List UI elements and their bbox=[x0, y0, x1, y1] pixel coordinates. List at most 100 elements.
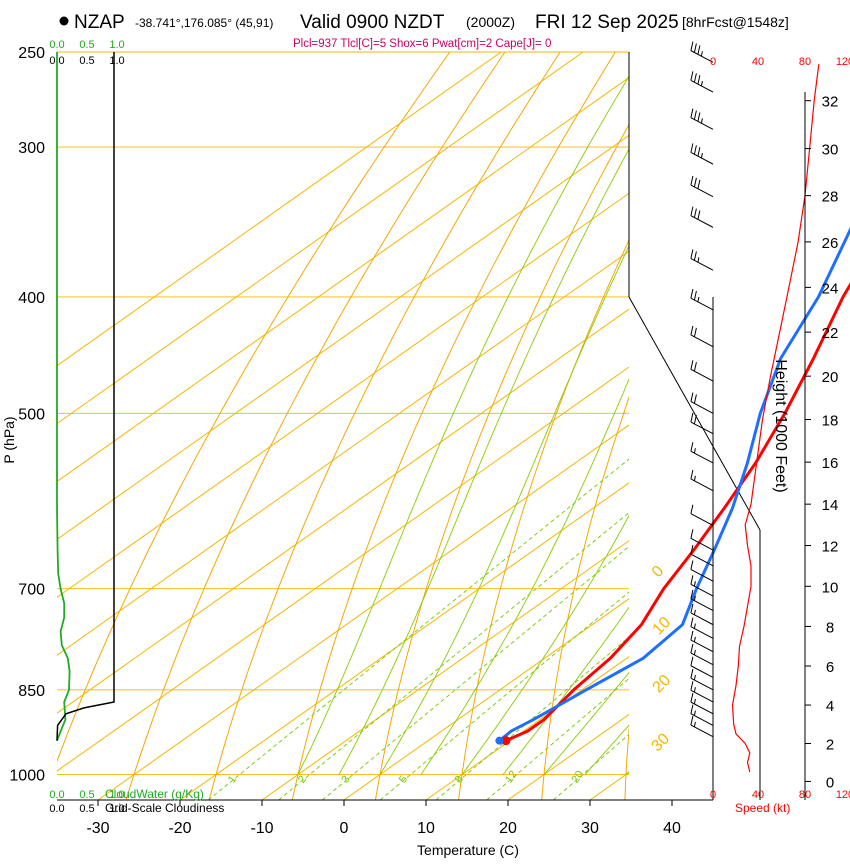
wind-barb bbox=[690, 617, 714, 639]
wind-barb-half-feather bbox=[693, 721, 696, 728]
cloudiness-tick-bottom: 0.5 bbox=[79, 803, 94, 815]
cloudiness-tick-bottom: 0.0 bbox=[49, 803, 64, 815]
isotherm-line bbox=[507, 713, 629, 800]
wind-barb-feather bbox=[690, 575, 694, 585]
height-tick-label: 14 bbox=[822, 497, 839, 514]
mixing-ratio-line bbox=[278, 512, 629, 800]
isotherm-label-large: 30 bbox=[648, 730, 673, 755]
station-id: NZAP bbox=[74, 12, 125, 33]
wind-barb-staff bbox=[690, 583, 714, 597]
pressure-tick-label: 700 bbox=[18, 582, 45, 599]
wind-barb-staff bbox=[690, 478, 714, 492]
wind-barb-staff bbox=[690, 401, 714, 414]
wind-barb-feather bbox=[693, 73, 697, 83]
wind-barb bbox=[690, 575, 714, 597]
speed-tick-bottom: 80 bbox=[799, 789, 811, 801]
isotherm-label-large: 0 bbox=[649, 563, 667, 581]
wind-barb-staff bbox=[690, 184, 714, 198]
wind-barb bbox=[690, 715, 714, 738]
mixing-ratio-line bbox=[379, 591, 629, 800]
wind-barb-staff bbox=[690, 701, 714, 715]
mixing-ratio-line bbox=[322, 545, 629, 800]
wind-barb-feather bbox=[690, 560, 694, 570]
wind-barb-feather bbox=[690, 412, 694, 423]
wind-barb-feather bbox=[690, 289, 694, 299]
wind-barb-staff bbox=[690, 117, 714, 130]
wind-barb-staff bbox=[690, 569, 714, 582]
wind-barb bbox=[690, 143, 714, 165]
cloud-water-tick-top: 1.0 bbox=[109, 39, 124, 51]
isotherm-line bbox=[57, 76, 629, 483]
wind-barb-feather bbox=[690, 71, 694, 81]
height-tick-label: 8 bbox=[826, 619, 834, 636]
wind-barb-feather bbox=[697, 45, 701, 55]
wind-barb bbox=[690, 643, 714, 666]
wind-barb-staff bbox=[690, 334, 714, 348]
wind-barb bbox=[690, 41, 714, 63]
wedge-edge bbox=[628, 296, 761, 531]
cloud-water-tick-bottom: 0.5 bbox=[79, 789, 94, 801]
wind-barb-feather bbox=[690, 175, 694, 186]
wind-barb-feather bbox=[690, 589, 694, 599]
sounding-parameters: Plcl=937 Tlcl[C]=5 Shox=6 Pwat[cm]=2 Cap… bbox=[293, 38, 551, 50]
wind-barb-feather bbox=[690, 715, 694, 726]
wind-barb-staff bbox=[690, 724, 714, 738]
wind-barb-staff bbox=[690, 258, 714, 271]
wind-barb-half-feather bbox=[693, 710, 696, 716]
wind-barb-feather bbox=[693, 414, 697, 425]
wind-barb-half-feather bbox=[700, 81, 703, 87]
wind-barb-half-feather bbox=[693, 623, 696, 629]
wind-barb-feather bbox=[690, 669, 694, 679]
mixing-ratio-label: 1 bbox=[226, 774, 239, 786]
height-axis-label: Height (1000 Feet) bbox=[772, 359, 789, 492]
isotherm-line bbox=[261, 540, 629, 800]
wind-barb bbox=[690, 693, 714, 715]
x-axis-label: Temperature (C) bbox=[417, 842, 519, 858]
wind-barb-half-feather bbox=[697, 296, 700, 303]
isotherm-line bbox=[57, 134, 629, 541]
wind-barb bbox=[690, 603, 714, 626]
height-tick-label: 4 bbox=[826, 698, 834, 715]
wind-barb bbox=[690, 71, 714, 93]
dry-adiabat-line bbox=[374, 123, 629, 800]
wind-barb-feather bbox=[697, 147, 701, 157]
cloudiness-tick-bottom: 1.0 bbox=[109, 803, 124, 815]
wind-barb-feather bbox=[697, 75, 701, 85]
cloud-water-label: CloudWater (g/Kg) bbox=[105, 787, 204, 801]
wind-barb-feather bbox=[690, 603, 694, 614]
mixing-ratio-line bbox=[553, 733, 629, 800]
wind-barb-staff bbox=[690, 513, 714, 526]
cloudiness-tick-top: 1.0 bbox=[109, 55, 124, 67]
wind-barb-feather bbox=[693, 43, 697, 53]
height-tick-label: 32 bbox=[822, 94, 839, 111]
labels: NZAP -38.741°,176.085° (45,91) Valid 090… bbox=[1, 12, 790, 858]
dry-adiabat-line bbox=[458, 239, 629, 800]
dry-adiabat-line bbox=[789, 52, 850, 800]
isotherm-label-large: 20 bbox=[650, 672, 675, 697]
isotherm-line bbox=[343, 598, 629, 800]
cloudiness-tick-top: 0.5 bbox=[79, 55, 94, 67]
x-tick-label: 30 bbox=[581, 820, 599, 837]
wind-barb-feather bbox=[690, 392, 694, 402]
wind-barb bbox=[690, 469, 714, 492]
wind-barb-half-feather bbox=[693, 636, 696, 643]
wind-barb-feather bbox=[690, 41, 694, 51]
wind-barb-staff bbox=[690, 421, 714, 435]
wind-barb-feather bbox=[693, 177, 697, 188]
height-tick-label: 2 bbox=[826, 736, 834, 753]
wind-barb-feather bbox=[693, 208, 697, 218]
mixing-ratio-label: 3 bbox=[339, 774, 352, 786]
wind-barb bbox=[690, 289, 714, 311]
wind-barb bbox=[690, 504, 714, 526]
temperature-line bbox=[505, 282, 850, 743]
wind-barb-feather bbox=[697, 179, 701, 189]
wind-barb-feather bbox=[690, 469, 694, 480]
isotherm-line bbox=[57, 250, 629, 656]
wind-barb-staff bbox=[690, 79, 714, 93]
isotherm-line bbox=[57, 366, 629, 772]
speed-tick-top: 0 bbox=[710, 56, 716, 68]
wind-barb-staff bbox=[690, 713, 714, 726]
isotherm-line bbox=[425, 656, 629, 800]
wind-barb bbox=[690, 589, 714, 611]
wind-barb bbox=[690, 704, 714, 726]
